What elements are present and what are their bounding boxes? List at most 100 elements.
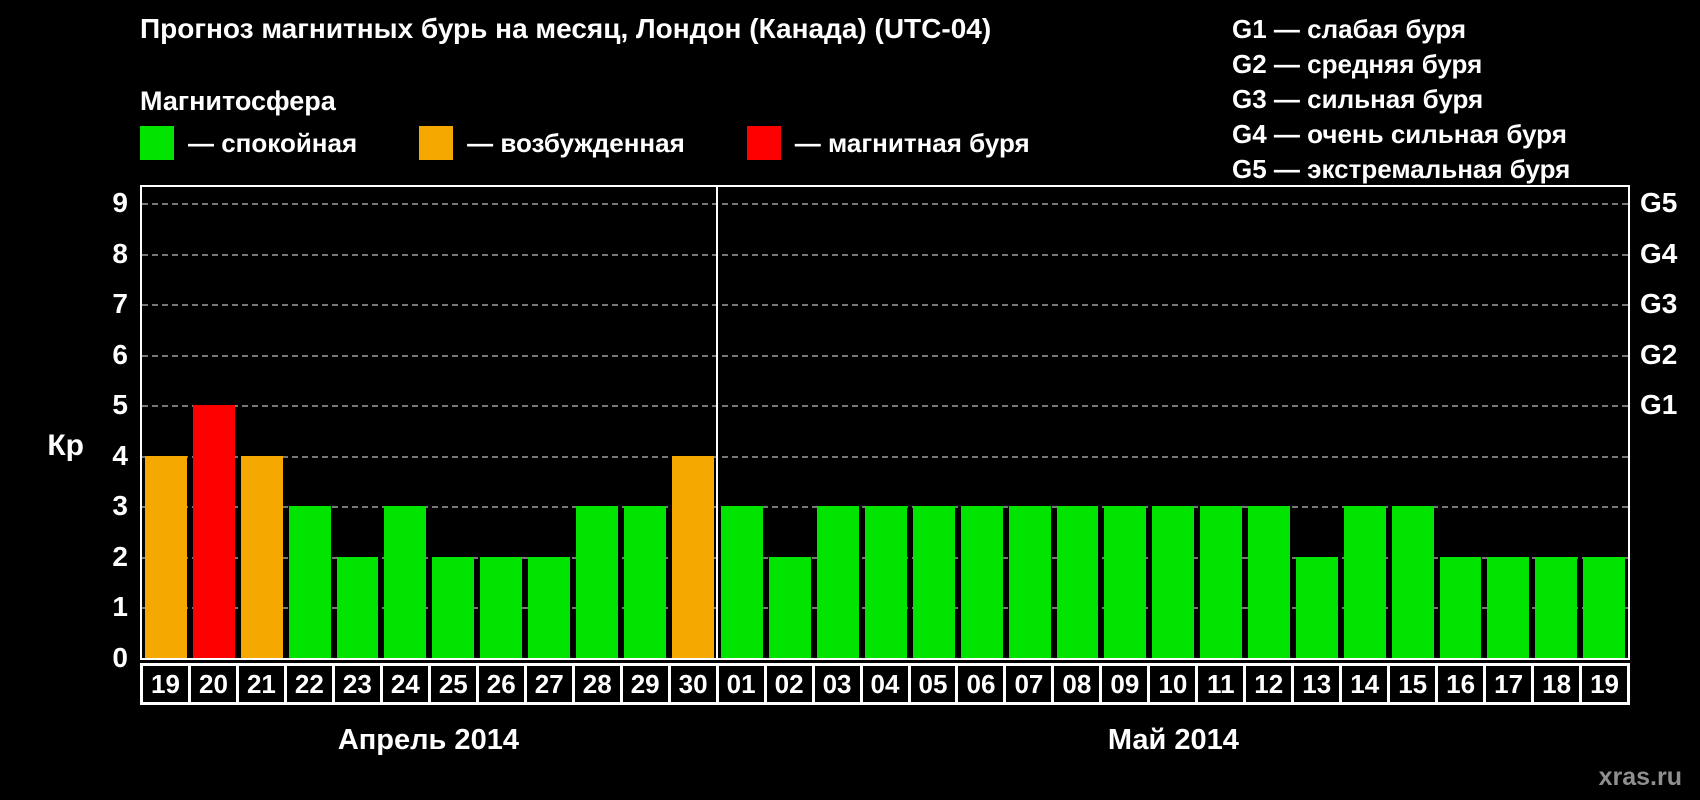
day-label-may-14: 14 [1339,663,1391,705]
bar-april-19-kp4 [145,455,187,658]
bar-april-20-kp5 [192,405,235,658]
bar-slot-may-12 [1245,187,1293,658]
bar-slot-may-04 [862,187,910,658]
bar-may-18-kp2 [1535,556,1578,658]
bar-slot-april-23 [334,187,382,658]
bar-may-14-kp3 [1343,506,1386,658]
day-label-april-30: 30 [667,663,719,705]
legend-item-excited: — возбужденная [419,126,685,160]
storm-color-swatch [746,126,781,160]
bar-may-15-kp3 [1391,506,1434,658]
g-legend-line-g1: G1 — слабая буря [1232,14,1467,44]
bar-may-03-kp3 [817,506,860,658]
day-label-may-16: 16 [1435,663,1487,705]
right-axis-tick-g2: G2 [1640,338,1678,370]
g-legend-line-g3: G3 — сильная буря [1232,84,1484,114]
day-label-may-12: 12 [1243,663,1295,705]
day-label-may-06: 06 [955,663,1007,705]
day-label-april-26: 26 [475,663,527,705]
month-label-april: Апрель 2014 [337,724,519,756]
bar-may-05-kp3 [912,506,955,658]
bar-may-08-kp3 [1056,506,1099,658]
bar-group-may [718,187,1628,658]
right-axis-tick-g4: G4 [1640,237,1678,269]
y-axis-tick-9: 9 [112,187,128,219]
bar-may-09-kp3 [1104,506,1147,658]
gridline-kp-5 [142,405,1628,408]
bar-april-30-kp4 [671,455,714,658]
day-label-april-21: 21 [235,663,287,705]
gridline-kp-8 [142,253,1628,256]
bar-april-26-kp2 [480,556,522,658]
bar-slot-may-01 [718,187,766,658]
bar-may-10-kp3 [1152,506,1195,658]
bar-slot-april-26 [477,187,525,658]
bar-slot-april-28 [573,187,621,658]
gridline-kp-7 [142,304,1628,307]
bar-slot-may-02 [766,187,814,658]
bar-slot-april-27 [525,187,573,658]
bar-may-19-kp2 [1583,556,1626,658]
day-label-april-22: 22 [283,663,335,705]
day-label-may-04: 04 [859,663,911,705]
day-label-april-20: 20 [187,663,239,705]
gridline-kp-9 [142,203,1628,206]
bar-may-12-kp3 [1248,506,1290,658]
bar-may-01-kp3 [721,506,764,658]
bars-area [142,187,1628,658]
bar-april-27-kp2 [528,556,570,658]
bar-slot-april-21 [238,187,286,658]
bar-slot-may-10 [1149,187,1197,658]
bar-april-28-kp3 [575,506,618,658]
y-axis-tick-2: 2 [112,540,128,572]
y-axis-tick-6: 6 [112,338,128,370]
bar-slot-april-20 [190,187,238,658]
bar-slot-may-08 [1054,187,1102,658]
bar-slot-may-18 [1532,187,1580,658]
chart-title: Прогноз магнитных бурь на месяц, Лондон … [140,13,992,44]
bar-may-02-kp2 [769,556,812,658]
bar-slot-may-13 [1293,187,1341,658]
month-label-may: Май 2014 [1107,724,1239,756]
day-label-may-05: 05 [907,663,959,705]
bar-may-17-kp2 [1487,556,1530,658]
day-label-may-18: 18 [1531,663,1583,705]
legend-item-quiet-label: — спокойная [188,127,358,158]
bar-slot-may-14 [1341,187,1389,658]
bar-slot-may-03 [814,187,862,658]
bar-slot-may-16 [1437,187,1485,658]
right-axis-tick-g5: G5 [1640,187,1678,219]
bar-group-april [142,187,719,658]
bar-slot-may-05 [910,187,958,658]
y-axis-tick-7: 7 [112,288,128,320]
g-legend-line-g4: G4 — очень сильная буря [1232,119,1567,149]
bar-april-25-kp2 [432,556,475,658]
gridline-kp-6 [142,354,1628,357]
y-axis-tick-1: 1 [112,591,128,623]
bar-slot-may-17 [1484,187,1532,658]
bar-april-24-kp3 [384,506,427,658]
day-label-april-23: 23 [331,663,383,705]
bar-april-21-kp4 [240,455,283,658]
g-scale-legend: G1 — слабая буря G2 — средняя буря G3 — … [1232,12,1570,187]
bar-april-29-kp3 [623,506,666,658]
magnetosphere-legend-heading: Магнитосфера [140,86,336,116]
y-axis-tick-5: 5 [112,389,128,421]
bar-slot-may-09 [1101,187,1149,658]
day-label-may-13: 13 [1291,663,1343,705]
day-label-may-07: 07 [1003,663,1055,705]
g-legend-line-g5: G5 — экстремальная буря [1232,154,1571,184]
y-axis-tick-0: 0 [112,642,128,673]
bar-slot-april-24 [381,187,429,658]
day-label-april-24: 24 [379,663,431,705]
legend-item-excited-label: — возбужденная [467,127,685,158]
bar-slot-april-19 [142,187,190,658]
kp-bar-chart: Кр 0 1 2 3 4 5 6 7 8 9 G1 G2 G3 G4 G5 [47,185,1677,672]
bar-slot-may-11 [1197,187,1245,658]
right-axis-tick-g1: G1 [1640,389,1678,421]
day-label-may-02: 02 [763,663,815,705]
bar-slot-may-06 [958,187,1006,658]
bar-may-07-kp3 [1008,506,1051,658]
day-label-may-08: 08 [1051,663,1103,705]
month-axis: Апрель 2014 Май 2014 [140,724,1630,757]
